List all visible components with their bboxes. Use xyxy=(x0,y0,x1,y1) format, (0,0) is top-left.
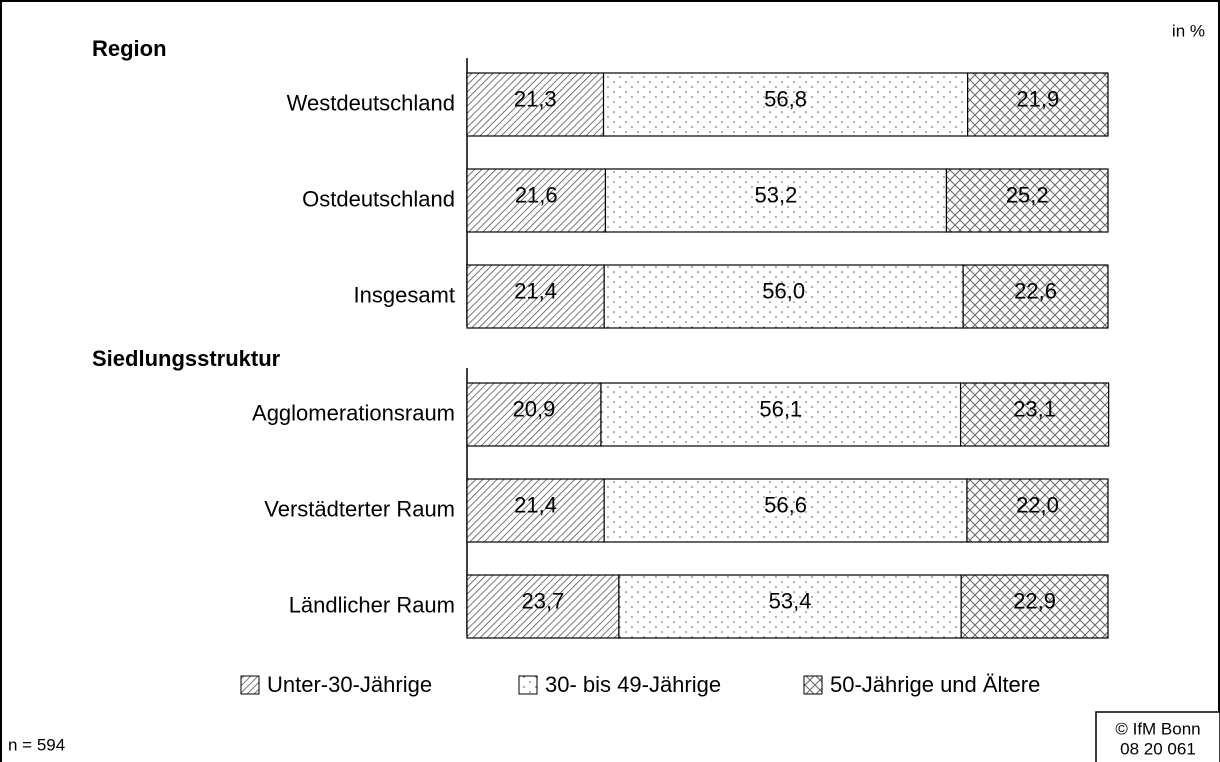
unit-label: in % xyxy=(1172,21,1205,40)
value-label: 22,9 xyxy=(1013,588,1056,613)
bar-segment xyxy=(604,168,948,233)
value-label: 56,0 xyxy=(762,278,805,303)
bar-segment xyxy=(959,382,1110,447)
bar-segment xyxy=(960,574,1109,639)
category-label: Ostdeutschland xyxy=(302,186,455,211)
bar-segment xyxy=(466,168,607,233)
bar-segment xyxy=(466,478,605,543)
source-box xyxy=(1095,711,1220,762)
value-label: 53,4 xyxy=(769,588,812,613)
bar-segment xyxy=(962,264,1109,329)
legend-swatch xyxy=(518,675,538,695)
group-label: Siedlungsstruktur xyxy=(92,346,281,371)
value-label: 21,9 xyxy=(1016,86,1059,111)
bar-segment xyxy=(945,168,1109,233)
bar-segment xyxy=(966,478,1109,543)
legend-swatch xyxy=(240,675,260,695)
bar-segment xyxy=(618,574,962,639)
value-label: 56,1 xyxy=(759,396,802,421)
category-label: Verstädterter Raum xyxy=(264,496,455,521)
bar-segment xyxy=(967,72,1109,137)
value-label: 53,2 xyxy=(755,182,798,207)
bar-segment xyxy=(603,264,964,329)
value-label: 25,2 xyxy=(1006,182,1049,207)
bar-segment xyxy=(603,478,968,543)
value-label: 21,4 xyxy=(514,278,557,303)
category-label: Ländlicher Raum xyxy=(289,592,455,617)
bar-segment xyxy=(466,72,605,137)
value-label: 20,9 xyxy=(513,396,556,421)
category-label: Westdeutschland xyxy=(287,90,455,115)
category-label: Agglomerationsraum xyxy=(252,400,455,425)
value-label: 21,3 xyxy=(514,86,557,111)
value-label: 23,1 xyxy=(1013,396,1056,421)
bar-segment xyxy=(466,574,620,639)
source-line: 08 20 061 xyxy=(1120,739,1196,758)
value-label: 22,0 xyxy=(1016,492,1059,517)
bar-segment xyxy=(466,264,605,329)
footnote: n = 594 xyxy=(8,735,65,754)
value-label: 56,8 xyxy=(764,86,807,111)
bar-segment xyxy=(466,382,602,447)
group-label: Region xyxy=(92,36,167,61)
value-label: 21,6 xyxy=(515,182,558,207)
legend-label: 30- bis 49-Jährige xyxy=(545,672,721,697)
source-line: © IfM Bonn xyxy=(1115,719,1200,738)
value-label: 22,6 xyxy=(1014,278,1057,303)
value-label: 23,7 xyxy=(522,588,565,613)
legend-swatch xyxy=(803,675,823,695)
legend-label: Unter-30-Jährige xyxy=(267,672,432,697)
category-label: Insgesamt xyxy=(354,282,456,307)
bar-segment xyxy=(600,382,962,447)
legend-label: 50-Jährige und Ältere xyxy=(830,672,1040,697)
value-label: 21,4 xyxy=(514,492,557,517)
value-label: 56,6 xyxy=(764,492,807,517)
